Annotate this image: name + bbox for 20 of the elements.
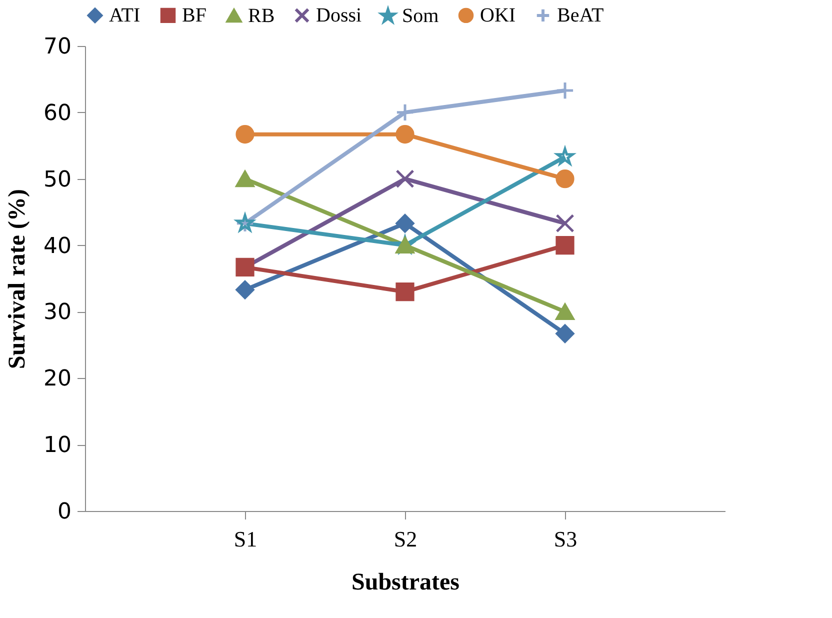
legend-label: Dossi bbox=[316, 4, 362, 26]
y-tick-label: 50 bbox=[44, 167, 72, 192]
x-tick-label: S1 bbox=[234, 526, 258, 552]
x-tick-label: S2 bbox=[394, 526, 418, 552]
y-axis-title: Survival rate (%) bbox=[4, 189, 31, 369]
y-tick-label: 20 bbox=[44, 366, 72, 392]
y-tick-label: 0 bbox=[58, 500, 72, 524]
legend-label: BeAT bbox=[557, 4, 604, 26]
legend-label: OKI bbox=[480, 4, 516, 26]
x-axis-title: Substrates bbox=[351, 570, 460, 596]
legend-label: ATI bbox=[109, 4, 140, 26]
y-tick-label: 40 bbox=[44, 234, 72, 259]
y-tick-label: 60 bbox=[44, 100, 72, 126]
y-tick-label: 30 bbox=[44, 300, 72, 326]
legend-label: BF bbox=[182, 4, 206, 26]
legend-label: Som bbox=[402, 5, 440, 28]
y-tick-label: 10 bbox=[44, 433, 72, 458]
x-tick-label: S3 bbox=[554, 526, 578, 552]
y-tick-label: 70 bbox=[44, 34, 72, 60]
legend-label: RB bbox=[248, 4, 275, 27]
